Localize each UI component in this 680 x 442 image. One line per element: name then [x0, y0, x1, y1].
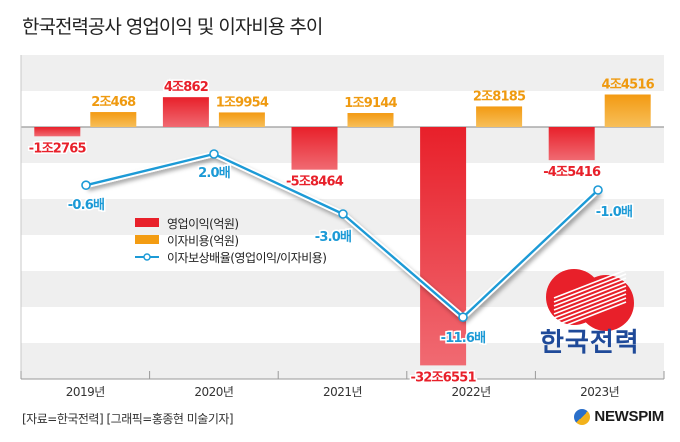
legend-label: 영업이익(억원)	[167, 217, 239, 231]
operating-profit-label: -4조5416	[543, 165, 601, 180]
legend-swatch-interest-expense	[135, 235, 159, 244]
operating-profit-label: -5조8464	[286, 175, 344, 190]
coverage-point	[593, 185, 603, 195]
x-tick-label: 2020년	[194, 385, 233, 399]
x-axis: 2019년 2020년 2021년 2022년 2023년	[20, 55, 665, 399]
newspim-brand-text: NEWSPIM	[594, 408, 664, 425]
interest-expense-label: 2조468	[91, 95, 136, 110]
interest-expense-label: 4조4516	[602, 78, 655, 93]
interest-expense-label: 1조9954	[216, 95, 269, 110]
x-tick-label: 2019년	[66, 385, 105, 399]
kepco-logo-text: 한국전력	[540, 328, 640, 358]
source-credit: [자료=한국전력] [그래픽=홍종현 미술기자]	[22, 412, 234, 426]
operating-profit-bar	[162, 97, 209, 127]
operating-profit-bar	[34, 127, 81, 137]
coverage-label: -3.0배	[315, 229, 351, 245]
logo-stripe	[553, 289, 627, 319]
coverage-point	[81, 180, 91, 190]
legend-label: 이자보상배율(영업이익/이자비용)	[167, 251, 326, 265]
grid-band	[21, 163, 664, 199]
legend-swatch-coverage-point	[143, 253, 151, 261]
newspim-brand: NEWSPIM	[574, 408, 664, 425]
grid-band	[21, 55, 664, 91]
logo-stripe	[553, 297, 627, 327]
coverage-label: 2.0배	[198, 165, 230, 181]
coverage-label: -11.6배	[441, 330, 486, 346]
bar-labels: -1조2765 2조468 4조862 1조9954 -5조8464 1조9144 -32조…	[27, 78, 655, 387]
interest-expense-bar	[90, 112, 137, 127]
logo-stripe	[553, 273, 627, 303]
operating-profit-label: -1조2765	[29, 141, 87, 156]
chart-title: 한국전력공사 영업이익 및 이자비용 추이	[22, 16, 323, 38]
operating-profit-label: 4조862	[164, 80, 208, 95]
interest-expense-label: 1조9144	[344, 96, 397, 111]
newspim-globe-icon	[574, 408, 591, 425]
coverage-line: -0.6배 2.0배 -3.0배 -11.6배 -1.0배	[66, 149, 634, 348]
x-tick-label: 2022년	[452, 385, 491, 399]
grid-band	[21, 343, 664, 379]
legend: 영업이익(억원) 이자비용(억원) 이자보상배율(영업이익/이자비용)	[135, 217, 327, 265]
operating-profit-label: -32조6551	[410, 370, 476, 385]
interest-expense-bar	[476, 106, 523, 127]
coverage-point	[458, 312, 468, 323]
logo-stripe	[553, 285, 627, 315]
logo-stripe	[553, 269, 627, 299]
x-tick-label: 2023년	[580, 385, 619, 399]
logo-stripe	[553, 301, 627, 331]
logo-stripe	[553, 281, 627, 311]
kepco-logo-icon	[546, 269, 634, 331]
logo-stripe	[553, 277, 627, 307]
coverage-point	[209, 149, 219, 159]
grid-band	[21, 235, 664, 271]
interest-expense-bar	[347, 113, 394, 127]
logo-stripe	[553, 293, 627, 323]
operating-profit-bar	[291, 127, 338, 170]
interest-expense-bar	[604, 94, 651, 127]
interest-expense-bar	[218, 112, 265, 127]
x-tick-label: 2021년	[323, 385, 362, 399]
legend-label: 이자비용(억원)	[167, 234, 239, 248]
operating-profit-bar	[548, 127, 595, 161]
coverage-label: -0.6배	[68, 197, 104, 213]
interest-expense-label: 2조8185	[473, 89, 526, 104]
coverage-label: -1.0배	[596, 204, 632, 220]
operating-profit-bar	[420, 127, 467, 366]
coverage-point	[338, 209, 348, 219]
legend-swatch-operating-profit	[135, 218, 159, 227]
bars	[34, 94, 651, 366]
